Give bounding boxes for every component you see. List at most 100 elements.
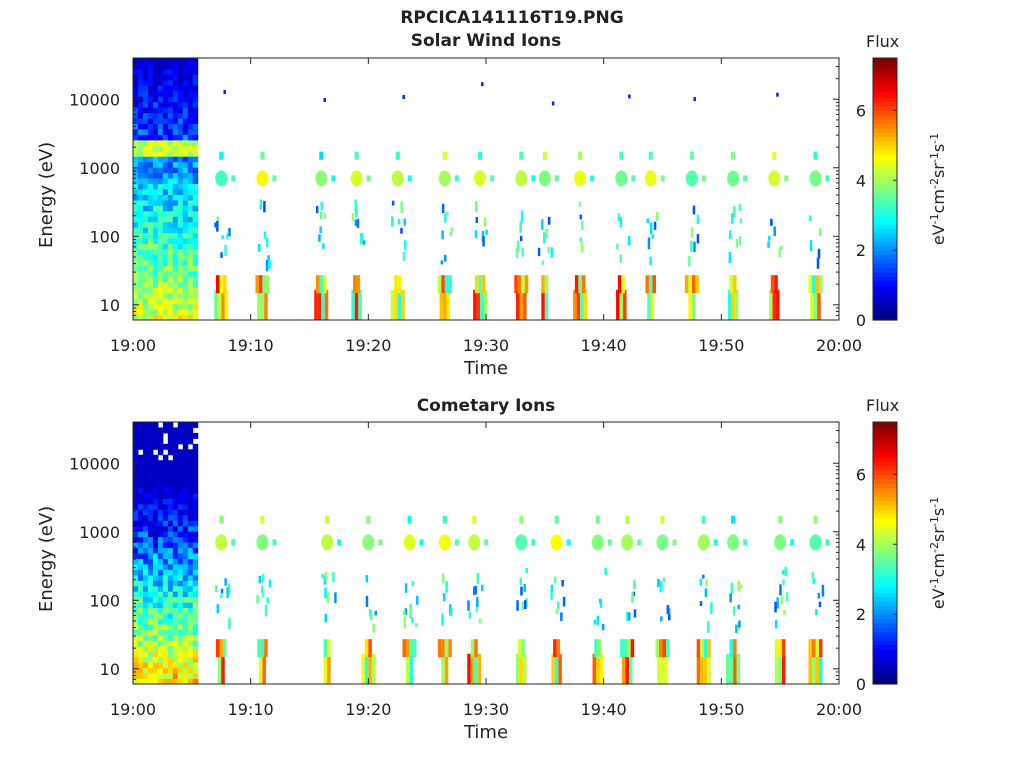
heat-cell xyxy=(133,216,139,223)
heat-cell xyxy=(152,531,159,538)
heat-cell xyxy=(152,178,159,185)
flux-mark xyxy=(812,577,816,585)
heat-cell xyxy=(182,487,189,494)
heat-cell xyxy=(142,139,149,146)
heat-cell xyxy=(182,596,189,603)
heat-cell xyxy=(142,629,149,636)
flux-mark xyxy=(258,575,262,584)
flux-mark xyxy=(356,218,360,228)
heat-cell xyxy=(152,221,159,228)
heat-cell xyxy=(162,178,169,185)
heat-cell xyxy=(172,678,179,685)
heat-cell xyxy=(167,520,174,527)
flux-mark xyxy=(521,639,525,658)
flux-mark xyxy=(217,653,222,684)
flux-mark xyxy=(224,289,229,320)
heat-cell xyxy=(167,270,174,277)
colorbar-band xyxy=(873,79,897,85)
colorbar-band xyxy=(873,605,897,611)
heat-cell xyxy=(182,189,189,195)
heat-cell xyxy=(133,678,139,685)
heat-cell xyxy=(167,243,174,250)
heat-cell xyxy=(162,514,169,521)
heat-cell xyxy=(157,678,164,685)
flux-mark xyxy=(813,151,818,160)
colorbar-band xyxy=(873,635,897,641)
heat-cell xyxy=(162,629,169,636)
flux-mark xyxy=(515,534,528,551)
flux-mark xyxy=(808,639,812,658)
flux-mark xyxy=(474,201,478,213)
heat-cell xyxy=(142,536,149,543)
heat-cell xyxy=(157,563,164,570)
flux-mark xyxy=(521,275,525,294)
heat-cell xyxy=(133,482,139,488)
flux-mark xyxy=(811,639,816,658)
heat-cell xyxy=(152,547,159,554)
heat-cell xyxy=(172,531,179,538)
heat-cell xyxy=(147,74,154,81)
flux-mark xyxy=(406,639,410,658)
heat-cell xyxy=(177,139,184,146)
heat-cell xyxy=(187,662,194,669)
flux-mark xyxy=(444,275,449,294)
flux-mark xyxy=(228,618,231,630)
heat-cell xyxy=(187,618,194,625)
heat-cell xyxy=(192,607,199,614)
flux-mark xyxy=(437,275,442,294)
heat-cell xyxy=(187,68,194,75)
heat-cell xyxy=(162,569,169,576)
flux-mark xyxy=(323,653,328,684)
heat-cell xyxy=(172,145,179,152)
flux-mark xyxy=(351,289,355,320)
heat-cell xyxy=(133,651,139,658)
heat-cell xyxy=(147,238,154,245)
flux-mark xyxy=(692,205,696,215)
heat-cell xyxy=(142,134,149,141)
flux-mark xyxy=(581,275,586,294)
flux-mark xyxy=(781,653,786,684)
colorbar-band xyxy=(873,640,897,646)
heat-cell xyxy=(147,292,154,299)
flux-mark xyxy=(402,95,405,100)
colorbar-band xyxy=(873,206,897,212)
flux-mark xyxy=(442,515,447,524)
heat-cell xyxy=(133,276,139,283)
heat-cell xyxy=(142,178,149,185)
heat-cell xyxy=(172,210,179,217)
flux-mark xyxy=(272,175,277,182)
flux-mark xyxy=(649,256,652,266)
heat-cell xyxy=(192,558,199,565)
heat-cell xyxy=(152,607,159,614)
heat-cell xyxy=(167,673,174,680)
flux-mark xyxy=(699,578,703,586)
heat-cell xyxy=(152,243,159,250)
flux-mark xyxy=(219,275,223,294)
heat-cell xyxy=(152,432,159,439)
flux-mark xyxy=(446,211,449,216)
heat-cell xyxy=(192,503,199,510)
heat-cell xyxy=(172,623,179,630)
heat-cell xyxy=(187,210,194,217)
flux-mark xyxy=(690,227,694,238)
heat-cell xyxy=(172,74,179,81)
heat-cell xyxy=(187,602,194,609)
heat-cell xyxy=(133,422,139,428)
heat-cell xyxy=(187,216,194,223)
heat-cell xyxy=(172,492,179,499)
heat-cell xyxy=(147,58,154,64)
heat-cell xyxy=(133,547,139,554)
heat-cell xyxy=(172,303,179,310)
flux-mark xyxy=(734,289,739,320)
heat-cell xyxy=(142,651,149,658)
heat-cell xyxy=(162,183,169,190)
flux-mark xyxy=(774,275,778,294)
flux-mark xyxy=(531,175,536,182)
heat-cell xyxy=(147,172,154,179)
heat-cell xyxy=(177,558,184,565)
heat-cell xyxy=(187,667,194,674)
heat-cell xyxy=(187,292,194,299)
heat-cell xyxy=(137,454,144,461)
colorbar-band xyxy=(873,483,897,489)
heat-cell xyxy=(137,314,144,321)
